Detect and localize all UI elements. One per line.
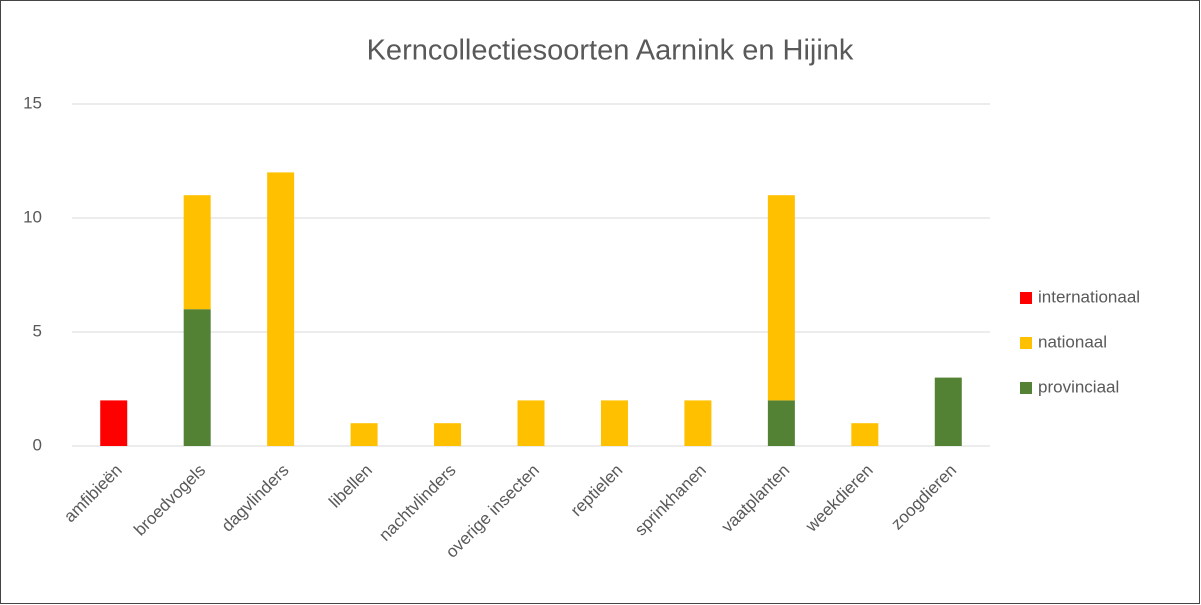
bar-segment bbox=[767, 400, 795, 446]
bar-segment bbox=[350, 423, 378, 446]
y-tick-label: 0 bbox=[33, 435, 42, 454]
y-tick-label: 10 bbox=[23, 207, 42, 226]
bar-segment bbox=[183, 309, 211, 446]
legend-swatch bbox=[1020, 337, 1032, 349]
legend-swatch bbox=[1020, 292, 1032, 304]
bar-segment bbox=[267, 172, 295, 446]
legend-label: internationaal bbox=[1038, 287, 1140, 306]
y-tick-label: 15 bbox=[23, 93, 42, 112]
bar-segment bbox=[434, 423, 462, 446]
legend-label: provinciaal bbox=[1038, 377, 1119, 396]
legend-swatch bbox=[1020, 382, 1032, 394]
chart-title: Kerncollectiesoorten Aarnink en Hijink bbox=[367, 35, 854, 67]
y-tick-label: 5 bbox=[33, 321, 42, 340]
bar-segment bbox=[100, 400, 128, 446]
legend-label: nationaal bbox=[1038, 332, 1107, 351]
bar-segment bbox=[600, 400, 628, 446]
bar-segment bbox=[517, 400, 545, 446]
bar-segment bbox=[767, 195, 795, 401]
bar-segment bbox=[684, 400, 712, 446]
bar-segment bbox=[851, 423, 879, 446]
bar-segment bbox=[934, 377, 962, 446]
bar-segment bbox=[183, 195, 211, 310]
